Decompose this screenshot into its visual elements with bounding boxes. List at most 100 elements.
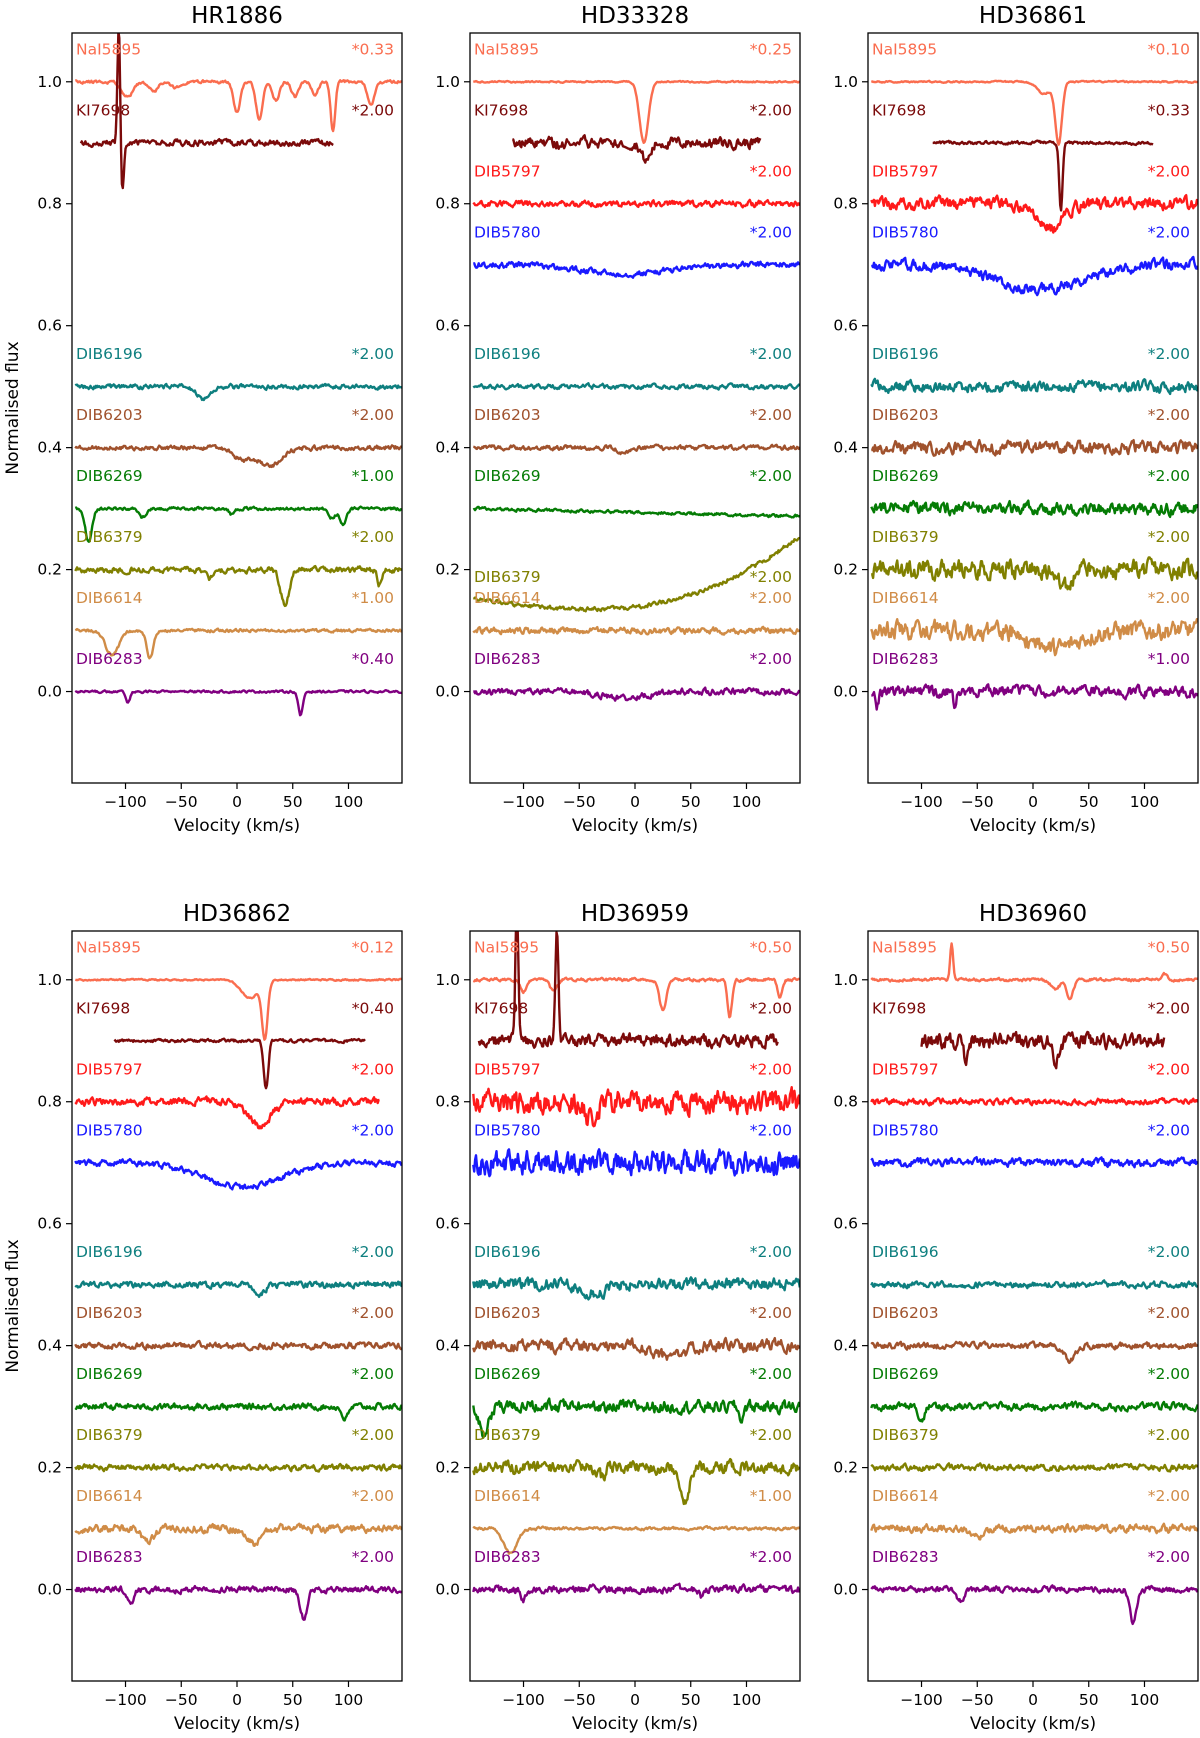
x-tick-label: −50: [563, 1691, 596, 1709]
series-line: [870, 1462, 1198, 1473]
y-tick-label: 0.2: [37, 561, 62, 579]
series-line: [472, 1336, 800, 1361]
series-label: NaI5895: [474, 40, 539, 58]
series-scale-label: *2.00: [352, 101, 394, 119]
series-label: DIB6379: [872, 528, 939, 546]
series-line: [472, 1457, 800, 1506]
y-tick-label: 0.6: [435, 317, 460, 335]
series-line: [870, 618, 1198, 657]
series-line: [472, 1524, 800, 1555]
series-line: [871, 255, 1198, 297]
series-label: DIB6379: [872, 1426, 939, 1444]
series-label: DIB6614: [76, 1487, 143, 1505]
series-label: NaI5895: [872, 938, 937, 956]
series-label: DIB6379: [474, 568, 541, 586]
y-axis-label: Normalised flux: [3, 1239, 23, 1372]
series-line: [870, 1340, 1198, 1365]
chart-panel: HD36959 NaI5895 *0.50 KI7698 *2.00 DIB5797 *2.…: [435, 901, 801, 1734]
series-line: [870, 1096, 1198, 1107]
series-label: DIB6269: [474, 467, 541, 485]
series-scale-label: *2.00: [1148, 1548, 1190, 1566]
y-tick-label: 0.4: [833, 1337, 858, 1355]
series-label: DIB6203: [76, 406, 143, 424]
series-line: [79, 33, 334, 190]
series-label: KI7698: [76, 999, 130, 1017]
series-label: DIB5780: [474, 223, 541, 241]
series-line: [473, 79, 800, 145]
x-tick-label: 50: [283, 1691, 303, 1709]
series-label: DIB6379: [76, 1426, 143, 1444]
series-label: DIB6614: [474, 1487, 541, 1505]
x-tick-label: 100: [732, 1691, 762, 1709]
y-tick-label: 1.0: [37, 971, 62, 989]
y-tick-label: 1.0: [37, 73, 62, 91]
series-scale-label: *2.00: [352, 1548, 394, 1566]
series-line: [74, 382, 402, 402]
y-tick-label: 0.0: [833, 683, 858, 701]
series-scale-label: *2.00: [1148, 589, 1190, 607]
series-line: [74, 1157, 402, 1191]
series-line: [472, 1582, 800, 1604]
x-tick-label: −50: [165, 793, 198, 811]
x-tick-label: 100: [334, 1691, 364, 1709]
chart-title: HD33328: [581, 3, 689, 29]
series-line: [512, 134, 762, 164]
series-line: [74, 627, 402, 660]
series-line: [74, 1339, 402, 1352]
x-tick-label: 0: [232, 793, 242, 811]
series-label: KI7698: [76, 101, 130, 119]
series-scale-label: *1.00: [352, 589, 394, 607]
x-tick-label: −100: [104, 793, 147, 811]
series-scale-label: *2.00: [1148, 406, 1190, 424]
series-scale-label: *2.00: [750, 406, 792, 424]
series-label: DIB6283: [872, 650, 939, 668]
series-line: [473, 260, 800, 279]
x-axis-label: Velocity (km/s): [970, 816, 1096, 836]
series-scale-label: *2.00: [1148, 1426, 1190, 1444]
series-label: DIB6203: [76, 1304, 143, 1322]
series-line: [74, 564, 402, 608]
series-label: DIB6614: [474, 589, 541, 607]
series-scale-label: *0.50: [1148, 938, 1190, 956]
chart-panel: HD36862 NaI5895 *0.12 KI7698 *0.40 DIB5797 *2.…: [3, 901, 403, 1734]
series-scale-label: *2.00: [352, 1365, 394, 1383]
y-tick-label: 0.2: [435, 561, 460, 579]
x-tick-label: 0: [232, 1691, 242, 1709]
series-scale-label: *2.00: [750, 467, 792, 485]
y-axis-label: Normalised flux: [3, 341, 23, 474]
series-line: [74, 78, 402, 133]
y-tick-label: 0.4: [37, 1337, 62, 1355]
y-tick-label: 0.8: [37, 195, 62, 213]
series-label: DIB5797: [872, 1060, 939, 1078]
series-label: KI7698: [872, 101, 926, 119]
series-scale-label: *0.33: [352, 40, 394, 58]
series-label: DIB6379: [474, 1426, 541, 1444]
series-label: DIB6203: [872, 406, 939, 424]
x-tick-label: 100: [334, 793, 364, 811]
y-tick-label: 1.0: [435, 73, 460, 91]
series-line: [74, 977, 402, 1041]
series-line: [932, 139, 1154, 212]
x-tick-label: −50: [563, 793, 596, 811]
y-tick-label: 0.6: [833, 1215, 858, 1233]
x-tick-label: 50: [681, 793, 701, 811]
series-scale-label: *1.00: [352, 467, 394, 485]
series-scale-label: *2.00: [750, 162, 792, 180]
series-label: DIB6269: [872, 1365, 939, 1383]
series-line: [920, 1030, 1166, 1070]
series-label: DIB6283: [872, 1548, 939, 1566]
series-scale-label: *2.00: [352, 1426, 394, 1444]
chart-panel: HD33328 NaI5895 *0.25 KI7698 *2.00 DIB5797 *2.…: [435, 3, 801, 836]
x-tick-label: 50: [681, 1691, 701, 1709]
series-label: DIB5797: [76, 1060, 143, 1078]
series-label: DIB6196: [76, 1243, 143, 1261]
x-tick-label: −100: [900, 793, 943, 811]
series-scale-label: *2.00: [750, 1426, 792, 1444]
series-scale-label: *0.40: [352, 999, 394, 1017]
series-scale-label: *0.50: [750, 938, 792, 956]
series-line: [473, 443, 800, 456]
series-line: [74, 1522, 402, 1548]
chart-title: HD36959: [581, 901, 689, 927]
series-scale-label: *2.00: [352, 1304, 394, 1322]
series-scale-label: *2.00: [352, 1243, 394, 1261]
